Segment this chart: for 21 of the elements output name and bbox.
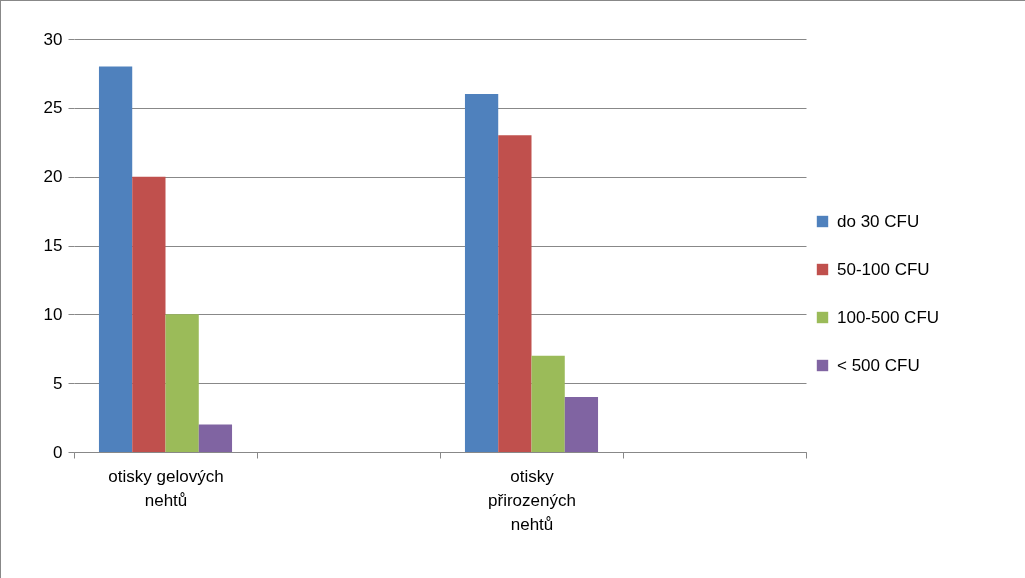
y-tick-label: 15 [43, 236, 63, 255]
bar [531, 355, 565, 452]
y-tick-label: 5 [53, 373, 63, 393]
bar [98, 66, 133, 452]
legend-label: 100-500 CFU [837, 307, 940, 327]
legend-label: 50-100 CFU [837, 259, 930, 279]
bar [564, 396, 599, 452]
bar [464, 94, 499, 452]
y-tick-label: 10 [43, 304, 63, 324]
x-tick-label: otisky přirozených nehtů [488, 466, 576, 534]
y-tick-label: 30 [43, 29, 63, 49]
legend-label: do 30 CFU [837, 211, 920, 231]
bar [132, 176, 166, 452]
bar [498, 135, 532, 452]
bar [198, 424, 233, 452]
y-tick-label: 0 [53, 442, 63, 462]
y-tick-label: 20 [43, 167, 63, 187]
bar [165, 314, 199, 452]
y-tick-label: 25 [43, 98, 63, 118]
legend-label: < 500 CFU [837, 355, 920, 375]
x-tick-label: otisky gelových nehtů [108, 466, 224, 510]
